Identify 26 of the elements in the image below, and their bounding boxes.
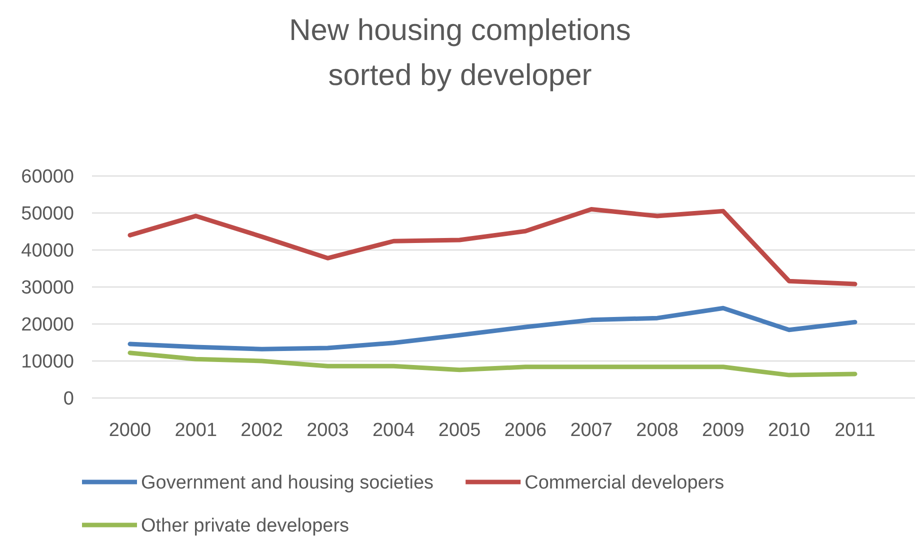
y-tick-label: 60000 (21, 166, 74, 188)
x-tick-label: 2003 (306, 420, 349, 441)
x-tick-label: 2007 (570, 420, 613, 441)
x-tick-label: 2010 (768, 420, 810, 441)
line-series (128, 207, 858, 286)
chart-title: New housing completions sorted by developer (289, 14, 631, 92)
line-series (128, 350, 858, 378)
x-tick-label: 2004 (372, 420, 416, 441)
y-tick-label: 50000 (21, 204, 74, 225)
line-series (128, 306, 858, 352)
x-tick-label: 2000 (108, 420, 152, 441)
x-tick-label: 2002 (240, 420, 283, 441)
legend-label: Commercial developers (524, 472, 724, 494)
y-tick-label: 40000 (21, 240, 74, 262)
y-tick-label: 10000 (21, 352, 74, 373)
legend-label: Other private developers (141, 516, 350, 536)
x-tick-label: 2008 (636, 420, 678, 441)
legend-label: Government and housing societies (141, 472, 434, 494)
x-tick-label: 2011 (834, 420, 876, 441)
x-tick-label: 2006 (504, 420, 547, 441)
x-tick-label: 2009 (702, 420, 744, 441)
x-tick-label: 2005 (438, 420, 481, 441)
y-tick-label: 30000 (21, 278, 74, 299)
y-tick-label: 20000 (21, 314, 74, 336)
y-tick-label: 0 (63, 388, 74, 410)
x-tick-label: 2001 (174, 420, 218, 441)
